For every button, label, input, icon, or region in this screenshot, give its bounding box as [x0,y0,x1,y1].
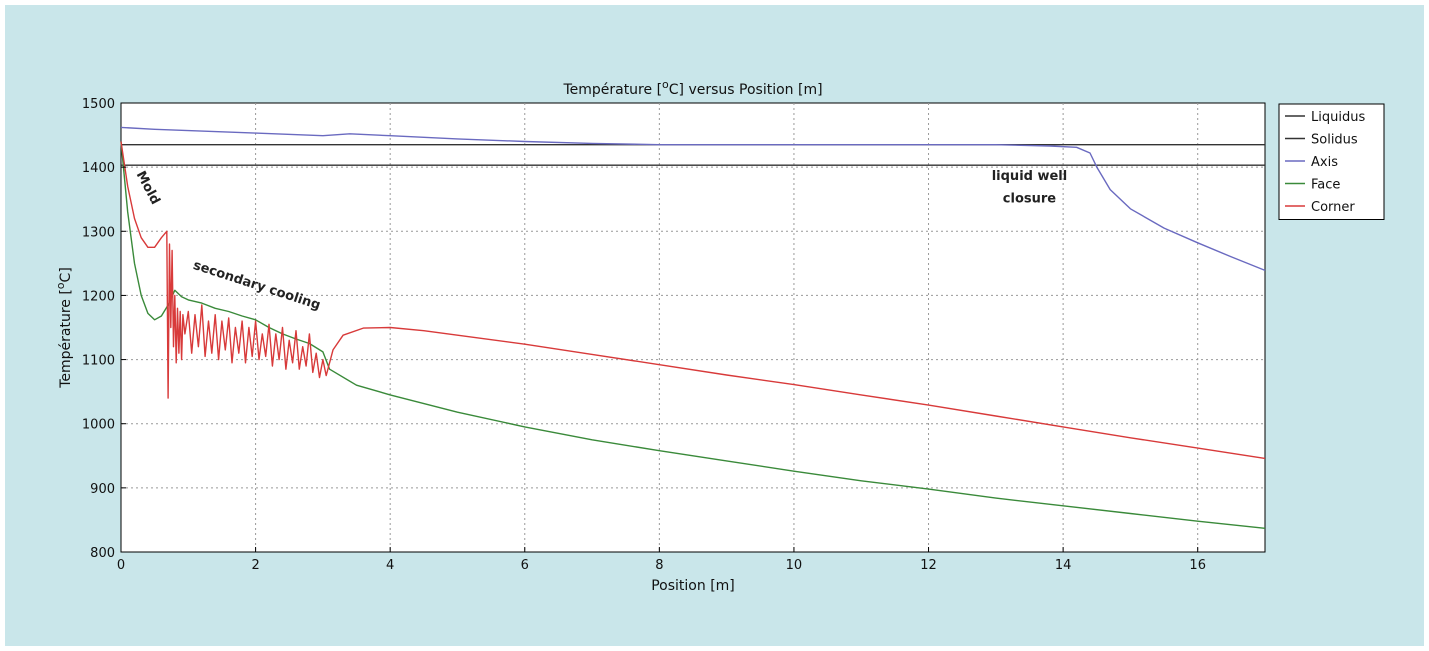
annotation: liquid well [992,169,1068,184]
legend: Liquidus Solidus Axis Face Corner [1278,103,1385,220]
legend-label: Corner [1311,200,1355,215]
x-tick-label: 14 [1055,558,1072,573]
legend-label: Face [1311,178,1340,193]
series-line-axis [120,126,1266,272]
x-tick-label: 16 [1189,558,1206,573]
y-tick-label: 1200 [82,289,115,304]
series-group [120,126,1266,529]
axes: 0 2 4 6 8 10 12 14 16 800 900 1000 1100 1200 1300 1400 1… [82,97,1206,573]
y-tick-label: 800 [90,546,115,561]
x-tick-label: 6 [521,558,529,573]
series-line-face [120,141,1266,529]
x-tick-label: 10 [786,558,803,573]
x-tick-label: 2 [251,558,259,573]
y-tick-label: 1500 [82,97,115,112]
legend-label: Axis [1311,155,1338,170]
legend-label: Solidus [1311,133,1358,148]
plot-area [120,102,1266,553]
series-line-corner [120,141,1266,460]
y-tick-label: 1000 [82,418,115,433]
y-tick-label: 1100 [82,354,115,369]
x-tick-label: 4 [386,558,394,573]
x-tick-label: 12 [920,558,937,573]
chart-title: Température [oC] versus Position [m] [562,78,822,98]
y-tick-label: 900 [90,482,115,497]
y-tick-label: 1400 [82,161,115,176]
legend-label: Liquidus [1311,110,1365,125]
y-tick-label: 1300 [82,225,115,240]
x-tick-label: 8 [655,558,663,573]
y-axis-label: Température [oC] [54,267,74,389]
x-tick-label: 0 [117,558,125,573]
annotation: closure [1003,191,1056,206]
x-axis-label: Position [m] [651,578,735,594]
